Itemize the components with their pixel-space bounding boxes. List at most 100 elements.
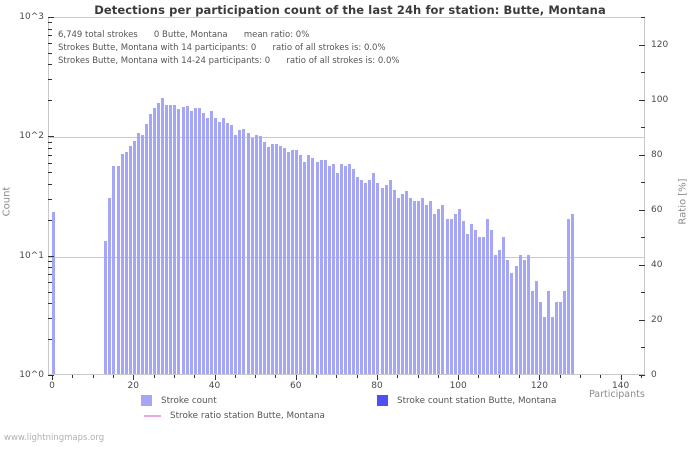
bar — [104, 241, 108, 374]
annotation-total-strokes: 6,749 total strokes 0 Butte, Montana mea… — [58, 30, 310, 40]
bar — [291, 150, 295, 374]
bar — [482, 237, 486, 374]
x-tick-minor — [112, 375, 114, 378]
gridline-1e2 — [49, 137, 644, 139]
bar — [197, 107, 201, 374]
y-tick-major — [48, 375, 54, 376]
bar — [542, 317, 546, 374]
bar — [193, 107, 197, 374]
x-axis-tick-label: 20 — [127, 381, 140, 391]
bar — [364, 182, 368, 374]
bar — [453, 213, 457, 374]
y-axis-left-tick-label: 10^1 — [19, 250, 44, 261]
bar — [368, 180, 372, 374]
bar — [498, 249, 502, 374]
y2-tick-major — [639, 154, 645, 156]
bar — [526, 254, 530, 374]
bar — [295, 150, 299, 374]
y-axis-right-tick-label: 120 — [651, 39, 669, 50]
bar — [502, 237, 506, 374]
legend: Stroke count Stroke count station Butte,… — [0, 395, 700, 430]
y-tick-minor — [48, 303, 52, 305]
bar — [392, 189, 396, 374]
plot-area: 6,749 total strokes 0 Butte, Montana mea… — [48, 17, 645, 375]
y-tick-major — [48, 255, 54, 257]
x-tick-major — [52, 375, 54, 380]
bar — [266, 146, 270, 374]
x-tick-minor — [559, 375, 561, 378]
bar — [165, 104, 169, 374]
y2-tick-major — [639, 44, 645, 46]
x-tick-major — [214, 375, 216, 380]
legend-item-stroke-count[interactable]: Stroke count — [141, 395, 217, 406]
bar — [372, 173, 376, 374]
bar — [250, 138, 254, 374]
y-axis-right-tick-label: 20 — [651, 314, 663, 325]
y-axis-right-tick-label: 60 — [651, 204, 663, 215]
y-tick-minor — [48, 141, 52, 143]
legend-item-stroke-count-station[interactable]: Stroke count station Butte, Montana — [377, 395, 556, 406]
bar — [518, 254, 522, 374]
x-tick-minor — [336, 375, 338, 378]
y-tick-minor — [48, 198, 52, 200]
y-axis-right-tick-label: 0 — [651, 370, 657, 380]
bar — [559, 302, 563, 374]
bar — [181, 107, 185, 374]
y-axis-right-tick-label: 40 — [651, 259, 663, 270]
bar — [339, 163, 343, 374]
bar — [149, 114, 153, 374]
bar — [323, 160, 327, 374]
bar — [270, 143, 274, 374]
y-axis-right-tick-label: 80 — [651, 149, 663, 160]
y-axis-left-labels: 10^0 10^1 10^2 10^3 — [0, 12, 44, 380]
x-axis-tick-label: 40 — [208, 381, 221, 391]
bar — [201, 112, 205, 374]
y2-tick-major — [639, 319, 645, 321]
x-axis-tick-label: 80 — [371, 381, 383, 391]
y-tick-minor — [48, 318, 52, 320]
bar — [352, 169, 356, 374]
bar — [214, 117, 217, 374]
x-tick-minor — [600, 375, 602, 378]
bar — [551, 317, 555, 374]
bar-series-stroke-count — [49, 18, 644, 374]
y-tick-minor — [48, 100, 52, 102]
legend-label-stroke-count: Stroke count — [161, 395, 217, 406]
bar — [319, 160, 323, 374]
bar — [226, 122, 230, 374]
bar — [238, 130, 242, 374]
bar — [283, 148, 287, 374]
bar — [230, 125, 234, 374]
chart-title: Detections per participation count of th… — [94, 3, 606, 17]
bar — [161, 98, 165, 374]
bar — [185, 106, 189, 374]
bar — [356, 176, 360, 374]
bar — [287, 152, 291, 374]
bar — [514, 266, 518, 374]
y2-tick-minor — [641, 127, 645, 129]
bar — [303, 161, 307, 374]
x-tick-minor — [437, 375, 439, 378]
bar — [408, 197, 412, 374]
x-tick-minor — [356, 375, 358, 378]
x-tick-minor — [316, 375, 318, 378]
y-axis-right-title: Ratio [%] — [677, 178, 689, 225]
y-tick-minor — [48, 79, 52, 81]
legend-item-stroke-ratio-station[interactable]: Stroke ratio station Butte, Montana — [144, 411, 325, 421]
x-axis-tick-label: 0 — [49, 381, 55, 391]
bar — [205, 117, 209, 374]
x-tick-minor — [194, 375, 196, 378]
x-tick-major — [133, 375, 135, 380]
bar — [469, 224, 473, 374]
x-tick-major — [539, 375, 541, 380]
bar — [530, 290, 534, 374]
x-axis-tick-label: 100 — [449, 381, 467, 391]
y-tick-major — [48, 136, 54, 138]
x-tick-minor — [234, 375, 236, 378]
bar — [413, 201, 416, 374]
bar — [473, 230, 477, 374]
x-tick-minor — [275, 375, 277, 378]
bar — [311, 157, 315, 374]
bar — [242, 129, 246, 374]
legend-label-stroke-ratio-station: Stroke ratio station Butte, Montana — [170, 411, 325, 421]
